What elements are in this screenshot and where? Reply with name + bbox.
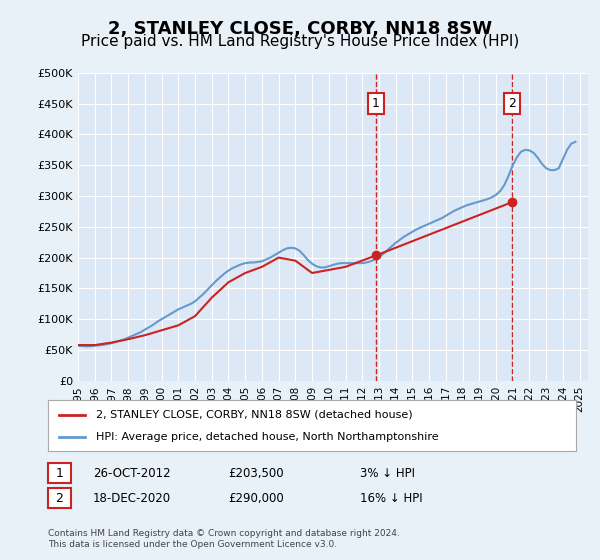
Text: Price paid vs. HM Land Registry's House Price Index (HPI): Price paid vs. HM Land Registry's House … — [81, 34, 519, 49]
Text: HPI: Average price, detached house, North Northamptonshire: HPI: Average price, detached house, Nort… — [95, 432, 438, 442]
Text: 1: 1 — [55, 466, 64, 480]
Text: 2, STANLEY CLOSE, CORBY, NN18 8SW: 2, STANLEY CLOSE, CORBY, NN18 8SW — [108, 20, 492, 38]
Text: 18-DEC-2020: 18-DEC-2020 — [93, 492, 171, 505]
Text: 2, STANLEY CLOSE, CORBY, NN18 8SW (detached house): 2, STANLEY CLOSE, CORBY, NN18 8SW (detac… — [95, 409, 412, 419]
Text: 26-OCT-2012: 26-OCT-2012 — [93, 466, 170, 480]
Text: £203,500: £203,500 — [228, 466, 284, 480]
Text: £290,000: £290,000 — [228, 492, 284, 505]
Text: 3% ↓ HPI: 3% ↓ HPI — [360, 466, 415, 480]
Text: 1: 1 — [372, 97, 380, 110]
Text: Contains HM Land Registry data © Crown copyright and database right 2024.
This d: Contains HM Land Registry data © Crown c… — [48, 529, 400, 549]
Text: 2: 2 — [55, 492, 64, 505]
Text: 16% ↓ HPI: 16% ↓ HPI — [360, 492, 422, 505]
Text: 2: 2 — [508, 97, 516, 110]
